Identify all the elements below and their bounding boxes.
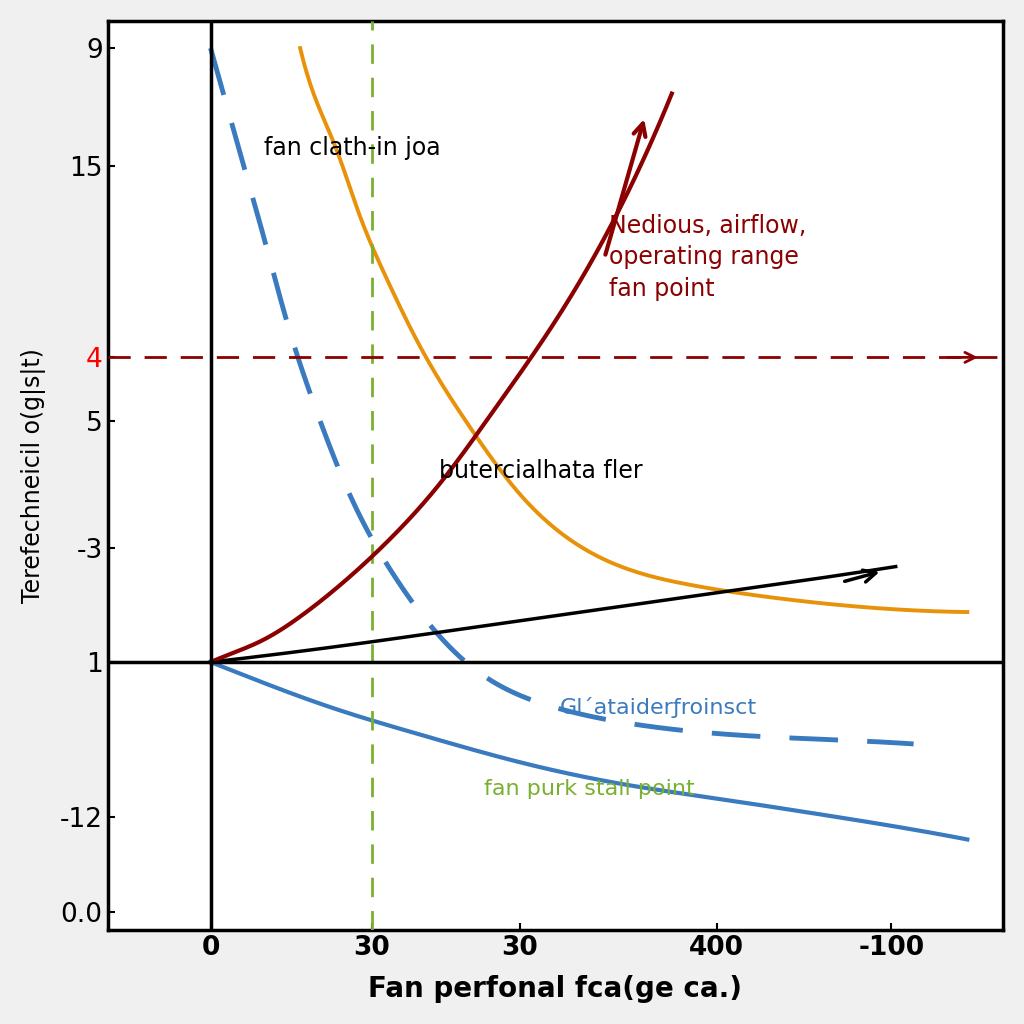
X-axis label: Fan perfonal fca(ge ca.): Fan perfonal fca(ge ca.) <box>369 975 742 1004</box>
Text: Gl´ataiderƒroinsct: Gl´ataiderƒroinsct <box>560 697 757 718</box>
Text: Nedious, airflow,
operating range
fan point: Nedious, airflow, operating range fan po… <box>609 214 806 301</box>
Text: butercialhata fler: butercialhata fler <box>439 459 643 483</box>
Text: fan purk stall point: fan purk stall point <box>483 779 694 800</box>
Y-axis label: Terefechneicil o(g|s|t): Terefechneicil o(g|s|t) <box>20 348 46 603</box>
Text: fan clath-in joa: fan clath-in joa <box>264 136 441 160</box>
